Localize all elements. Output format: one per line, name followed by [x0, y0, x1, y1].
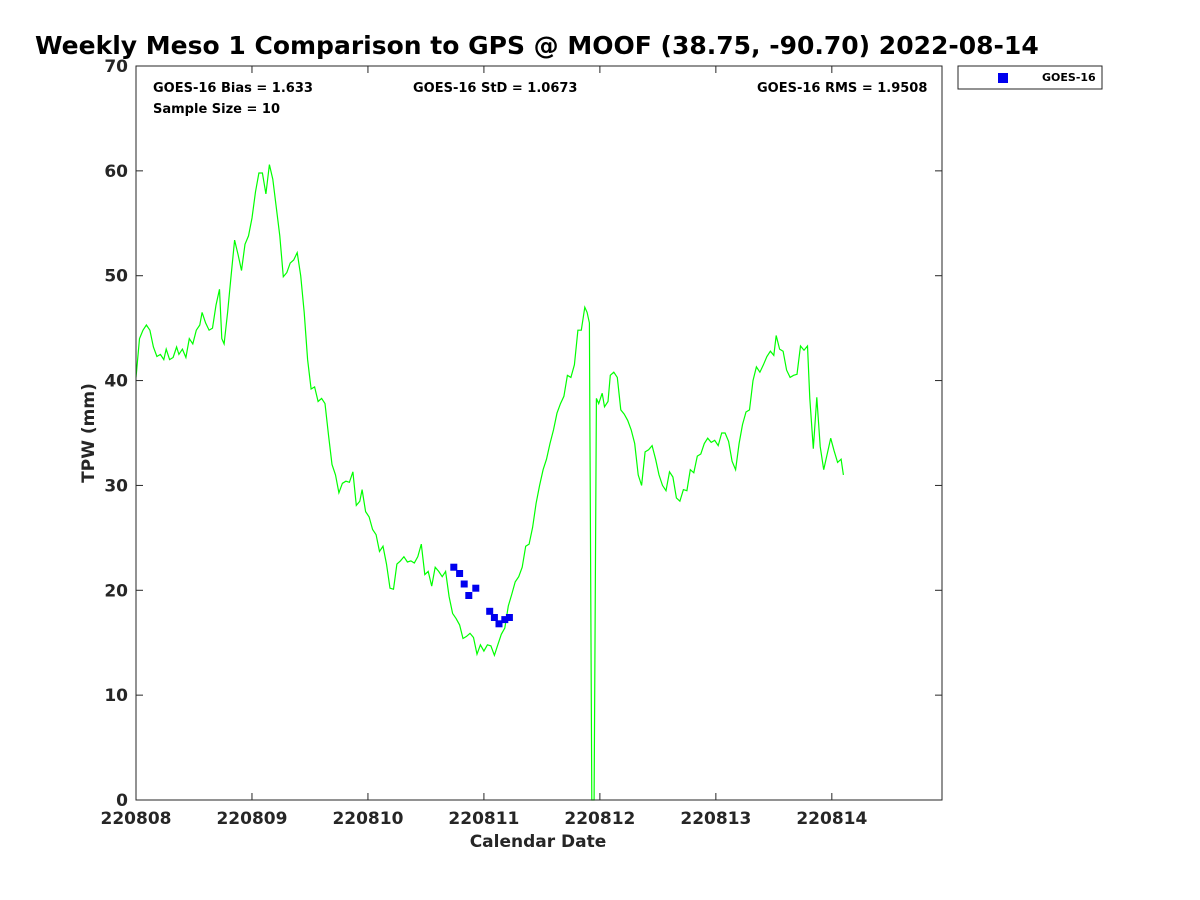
x-tick-label-2: 220810 — [332, 809, 403, 829]
x-axis: 220808 220809 220810 220811 220812 220813 2208… — [101, 66, 868, 829]
tpw-comparison-chart: Weekly Meso 1 Comparison to GPS @ MOOF (… — [0, 0, 1200, 900]
chart-title: Weekly Meso 1 Comparison to GPS @ MOOF (… — [35, 31, 1039, 60]
x-axis-label: Calendar Date — [470, 832, 607, 852]
x-tick-label-5: 220813 — [680, 809, 751, 829]
y-tick-label-1: 10 — [104, 686, 128, 706]
legend-label-goes16: GOES-16 — [1042, 71, 1096, 84]
x-tick-label-3: 220811 — [448, 809, 519, 829]
x-tick-label-0: 220808 — [101, 809, 172, 829]
y-axis-label: TPW (mm) — [79, 383, 99, 483]
y-tick-label-6: 60 — [104, 162, 128, 182]
goes16-point-3 — [465, 592, 472, 599]
y-axis: 0 10 20 30 40 50 60 70 — [104, 57, 942, 811]
legend-marker-goes16 — [998, 73, 1008, 83]
x-tick-label-4: 220812 — [564, 809, 635, 829]
y-tick-label-0: 0 — [116, 791, 128, 811]
goes16-point-0 — [450, 564, 457, 571]
goes16-point-5 — [486, 608, 493, 615]
goes16-point-1 — [456, 570, 463, 577]
rms-stat: GOES-16 RMS = 1.9508 — [757, 81, 927, 96]
x-tick-label-1: 220809 — [216, 809, 287, 829]
goes16-point-6 — [491, 614, 498, 621]
series-layer — [136, 165, 843, 800]
goes16-point-4 — [472, 585, 479, 592]
goes16-point-2 — [461, 581, 468, 588]
y-tick-label-4: 40 — [104, 372, 128, 392]
y-tick-label-7: 70 — [104, 57, 128, 77]
x-tick-label-6: 220814 — [796, 809, 867, 829]
goes16-point-9 — [506, 614, 513, 621]
sample-size-stat: Sample Size = 10 — [153, 102, 280, 117]
std-stat: GOES-16 StD = 1.0673 — [413, 81, 577, 96]
y-tick-label-5: 50 — [104, 267, 128, 287]
legend: GOES-16 — [958, 66, 1102, 89]
y-tick-label-3: 30 — [104, 476, 128, 496]
plot-area: 220808 220809 220810 220811 220812 220813 2208… — [101, 57, 942, 829]
plot-frame — [136, 66, 942, 800]
gps-tpw-line — [136, 165, 843, 800]
bias-stat: GOES-16 Bias = 1.633 — [153, 81, 313, 96]
y-tick-label-2: 20 — [104, 581, 128, 601]
